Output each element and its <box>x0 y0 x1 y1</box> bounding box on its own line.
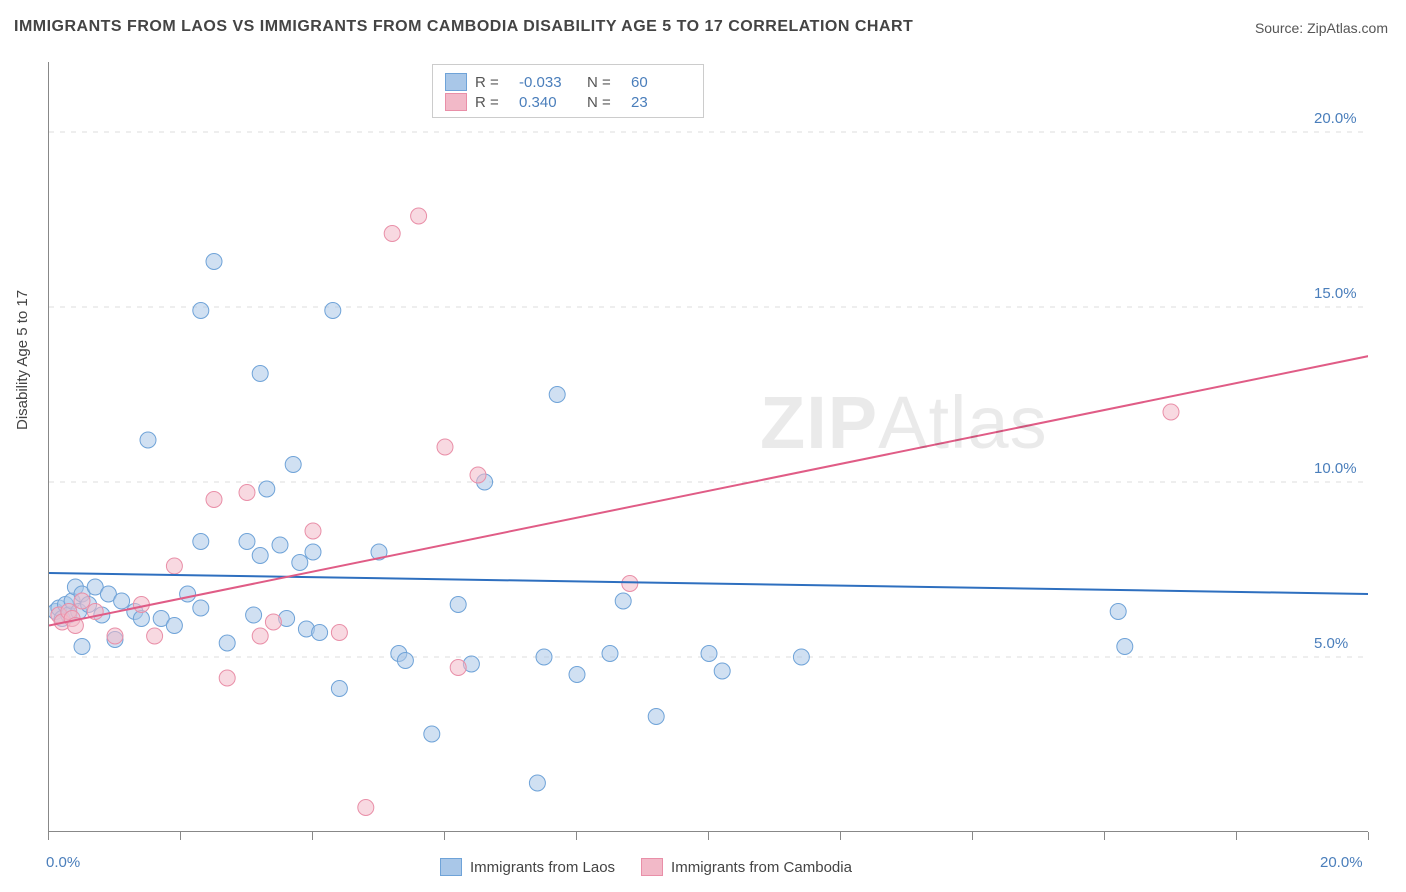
data-point <box>358 800 374 816</box>
legend-label: Immigrants from Laos <box>470 859 615 876</box>
legend-item: Immigrants from Cambodia <box>641 858 852 876</box>
correlation-legend: R =-0.033N =60 R =0.340N =23 <box>432 64 704 118</box>
data-point <box>74 593 90 609</box>
legend-label: Immigrants from Cambodia <box>671 859 852 876</box>
legend-swatch <box>641 858 663 876</box>
data-point <box>648 709 664 725</box>
data-point <box>331 625 347 641</box>
data-point <box>1117 639 1133 655</box>
data-point <box>74 639 90 655</box>
data-point <box>793 649 809 665</box>
x-tick <box>312 832 313 840</box>
legend-row: R =0.340N =23 <box>445 93 691 111</box>
data-point <box>384 226 400 242</box>
data-point <box>219 670 235 686</box>
data-point <box>193 534 209 550</box>
chart-title: IMMIGRANTS FROM LAOS VS IMMIGRANTS FROM … <box>14 18 913 36</box>
x-axis-max-label: 20.0% <box>1320 854 1363 871</box>
legend-swatch <box>445 73 467 91</box>
data-point <box>206 492 222 508</box>
data-point <box>206 254 222 270</box>
data-point <box>285 457 301 473</box>
data-point <box>166 618 182 634</box>
data-point <box>437 439 453 455</box>
data-point <box>411 208 427 224</box>
data-point <box>701 646 717 662</box>
data-point <box>180 586 196 602</box>
data-point <box>147 628 163 644</box>
data-point <box>114 593 130 609</box>
data-point <box>312 625 328 641</box>
legend-swatch <box>440 858 462 876</box>
data-point <box>331 681 347 697</box>
data-point <box>569 667 585 683</box>
data-point <box>397 653 413 669</box>
data-point <box>622 576 638 592</box>
x-tick <box>180 832 181 840</box>
y-tick-label: 10.0% <box>1314 460 1357 477</box>
data-point <box>424 726 440 742</box>
legend-swatch <box>445 93 467 111</box>
y-axis-label: Disability Age 5 to 17 <box>14 290 31 430</box>
legend-item: Immigrants from Laos <box>440 858 615 876</box>
data-point <box>265 614 281 630</box>
data-point <box>292 555 308 571</box>
source-label: Source: ZipAtlas.com <box>1255 20 1388 36</box>
data-point <box>219 635 235 651</box>
scatter-plot <box>48 62 1368 832</box>
data-point <box>325 303 341 319</box>
data-point <box>252 366 268 382</box>
x-axis-min-label: 0.0% <box>46 854 80 871</box>
x-tick <box>708 832 709 840</box>
data-point <box>252 628 268 644</box>
data-point <box>259 481 275 497</box>
data-point <box>714 663 730 679</box>
data-point <box>305 544 321 560</box>
data-point <box>107 628 123 644</box>
data-point <box>529 775 545 791</box>
data-point <box>239 485 255 501</box>
y-tick-label: 15.0% <box>1314 285 1357 302</box>
data-point <box>140 432 156 448</box>
data-point <box>193 303 209 319</box>
legend-row: R =-0.033N =60 <box>445 73 691 91</box>
y-tick-label: 20.0% <box>1314 110 1357 127</box>
data-point <box>450 597 466 613</box>
data-point <box>252 548 268 564</box>
x-tick <box>1368 832 1369 840</box>
data-point <box>272 537 288 553</box>
x-tick <box>972 832 973 840</box>
data-point <box>193 600 209 616</box>
x-tick <box>1236 832 1237 840</box>
x-tick <box>1104 832 1105 840</box>
data-point <box>1163 404 1179 420</box>
data-point <box>246 607 262 623</box>
x-tick <box>444 832 445 840</box>
data-point <box>470 467 486 483</box>
data-point <box>1110 604 1126 620</box>
x-tick <box>840 832 841 840</box>
trend-line <box>49 573 1368 594</box>
data-point <box>166 558 182 574</box>
data-point <box>239 534 255 550</box>
data-point <box>615 593 631 609</box>
data-point <box>549 387 565 403</box>
data-point <box>450 660 466 676</box>
series-legend: Immigrants from Laos Immigrants from Camb… <box>440 858 852 876</box>
data-point <box>536 649 552 665</box>
y-tick-label: 5.0% <box>1314 635 1348 652</box>
data-point <box>305 523 321 539</box>
x-tick <box>576 832 577 840</box>
x-tick <box>48 832 49 840</box>
data-point <box>602 646 618 662</box>
